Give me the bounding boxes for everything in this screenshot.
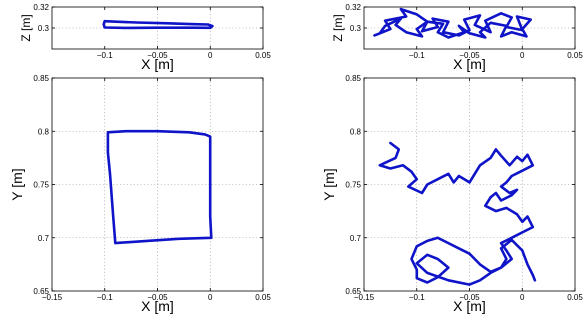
- y-tick-label: 0.85: [345, 74, 361, 83]
- x-axis-label: X [m]: [453, 56, 486, 72]
- y-tick-label: 0.8: [38, 127, 50, 136]
- x-tick-label: −0.05: [459, 293, 480, 302]
- y-axis-label: Z [m]: [331, 14, 345, 41]
- x-tick-label: −0.05: [147, 51, 168, 60]
- x-tick-label: −0.1: [409, 51, 425, 60]
- series-line: [378, 141, 537, 286]
- y-tick-label: 0.65: [33, 287, 49, 296]
- chart-top-right: −0.1 −0.05 0 0.05 0.3 0.32 X [m] Z [m]: [331, 3, 583, 72]
- x-tick-label: 0.05: [255, 51, 271, 60]
- x-tick-label: −0.1: [97, 51, 113, 60]
- x-tick-label: −0.15: [354, 293, 375, 302]
- x-tick-label: −0.05: [147, 293, 168, 302]
- x-tick-label: 0: [208, 293, 213, 302]
- y-tick-label: 0.32: [33, 3, 49, 12]
- y-tick-label: 0.7: [38, 234, 50, 243]
- y-axis-label: Y [m]: [9, 168, 25, 200]
- y-tick-label: 0.8: [350, 127, 362, 136]
- y-tick-label: 0.3: [350, 24, 362, 33]
- x-tick-label: 0.05: [567, 51, 583, 60]
- y-tick-label: 0.75: [33, 181, 49, 190]
- x-tick-label: 0: [520, 293, 525, 302]
- series-line: [106, 129, 213, 245]
- y-axis-label: Z [m]: [19, 14, 33, 41]
- x-tick-label: −0.15: [42, 293, 63, 302]
- x-tick-label: 0: [208, 51, 213, 60]
- y-tick-label: 0.65: [345, 287, 361, 296]
- x-axis-label: X [m]: [141, 298, 174, 314]
- x-axis-label: X [m]: [141, 56, 174, 72]
- x-tick-label: 0.05: [567, 293, 583, 302]
- x-tick-label: −0.1: [409, 293, 425, 302]
- x-tick-label: 0.05: [255, 293, 271, 302]
- x-tick-label: −0.1: [97, 293, 113, 302]
- chart-bottom-right: −0.15 −0.1 −0.05 0 0.05 0.65 0.7 0.75 0.8 0.85 X […: [321, 74, 583, 314]
- series-line: [373, 7, 532, 39]
- x-axis-label: X [m]: [453, 298, 486, 314]
- chart-top-left: −0.1 −0.05 0 0.05 0.3 0.32 X [m] Z [m]: [19, 3, 271, 72]
- y-tick-label: 0.75: [345, 181, 361, 190]
- x-tick-label: −0.05: [459, 51, 480, 60]
- y-tick-label: 0.32: [345, 3, 361, 12]
- y-tick-label: 0.3: [38, 24, 50, 33]
- series-line: [102, 19, 214, 30]
- y-tick-label: 0.85: [33, 74, 49, 83]
- y-axis-label: Y [m]: [321, 168, 337, 200]
- chart-bottom-left: −0.15 −0.1 −0.05 0 0.05 0.65 0.7 0.75 0.8 0.85 X […: [9, 74, 271, 314]
- y-tick-label: 0.7: [350, 234, 362, 243]
- x-tick-label: 0: [520, 51, 525, 60]
